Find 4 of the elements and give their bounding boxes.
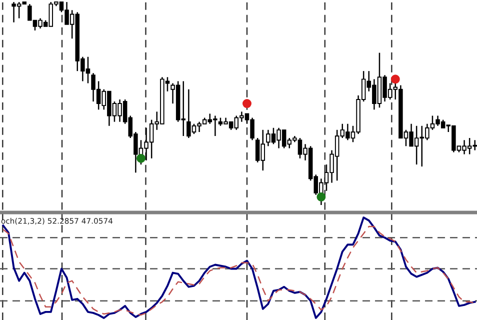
point <box>390 74 400 84</box>
point <box>316 192 326 202</box>
point <box>242 99 252 108</box>
point <box>136 154 146 163</box>
